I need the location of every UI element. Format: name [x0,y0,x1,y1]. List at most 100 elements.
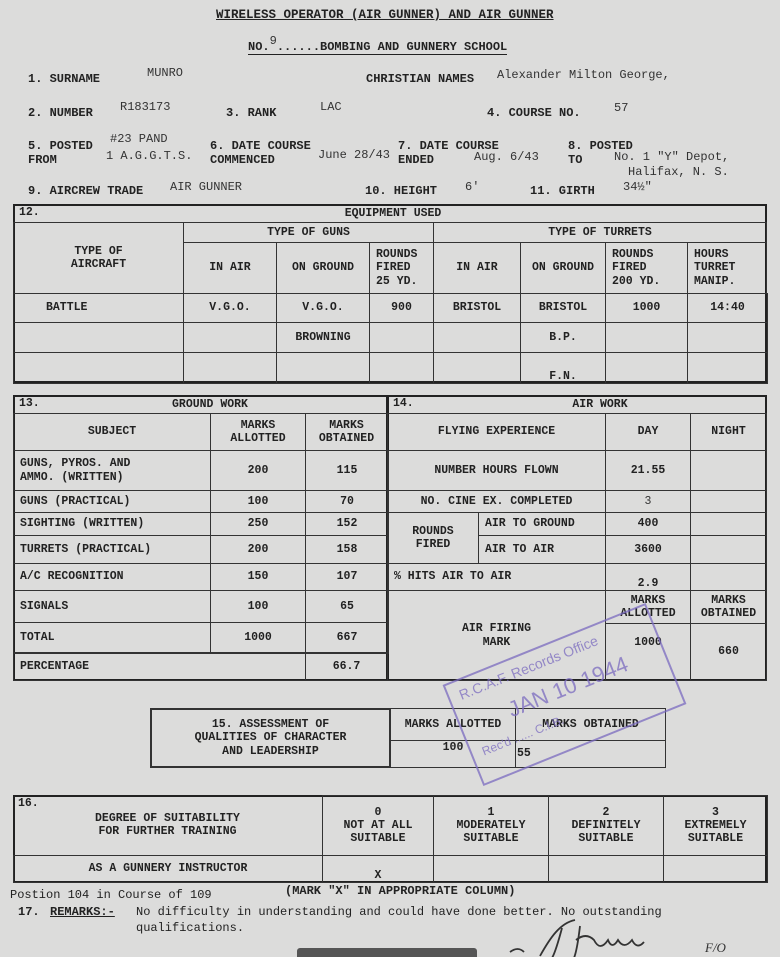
option-label: EXTREMELY SUITABLE [684,818,747,846]
scan-artifact [297,948,477,957]
percentage-label: PERCENTAGE [13,652,306,681]
commenced-value: June 28/43 [318,148,391,162]
stamp-line3: Rec'd ...... C.I.B. [479,712,566,759]
equipment-cell: B.P. [520,322,606,353]
equipment-cell [13,352,184,384]
suitability-mark-cell [433,855,549,883]
signature: F/O [509,919,727,957]
school-prefix: NO. [248,40,270,54]
ground-mark: 250 [210,512,306,536]
equipment-cell [183,322,277,353]
col-turret-air: IN AIR [433,242,521,294]
number-value: R183173 [120,100,171,114]
trade-label: 9. AIRCREW TRADE [28,184,144,198]
air-night-header: NIGHT [690,413,767,451]
air-exp-header: FLYING EXPERIENCE [387,413,606,451]
hits-day: 2.9 [605,563,691,591]
ground-mark: 100 [210,490,306,513]
rounds-fired-label: ROUNDS FIRED [387,512,479,564]
cine-day: 3 [605,490,691,513]
equipment-cell [369,322,434,353]
air-title: AIR WORK [572,397,628,411]
equipment-cell: BATTLE [13,293,184,323]
school-line: NO.9......BOMBING AND GUNNERY SCHOOL [248,34,508,55]
cine-night [690,490,767,513]
ground-subject: TURRETS (PRACTICAL) [13,535,211,564]
col-rounds-25: ROUNDS FIRED 25 YD. [369,242,434,294]
cine-label: NO. CINE EX. COMPLETED [387,490,606,513]
equipment-cell [605,322,688,353]
ground-subject: TOTAL [13,622,211,654]
col-hours: HOURS TURRET MANIP. [687,242,767,294]
col-aircraft: TYPE OF AIRCRAFT [13,222,184,294]
option-number: 2 [602,805,610,819]
equipment-cell [687,322,768,353]
suitability-mark-cell [548,855,664,883]
ended-label: 7. DATE COURSE ENDED [398,139,499,167]
equipment-title: EQUIPMENT USED [344,206,442,220]
air-obtained-header: MARKS OBTAINED [690,590,767,624]
commenced-label: 6. DATE COURSE COMMENCED [210,139,311,167]
school-no: 9 [269,34,277,48]
ground-obtained-header: MARKS OBTAINED [305,413,388,451]
option-number: 3 [712,805,719,819]
remarks-num: 17. [18,905,40,919]
col-guns-ground: ON GROUND [276,242,370,294]
signature-suffix: F/O [704,940,727,955]
suitability-option-header: 3 EXTREMELY SUITABLE [663,795,768,856]
hits-night [690,563,767,591]
girth-label: 11. GIRTH [530,184,595,198]
ground-mark: 200 [210,535,306,564]
equipment-cell: 14:40 [687,293,768,323]
hours-night [690,450,767,491]
suitability-option-header: 0 NOT AT ALL SUITABLE [322,795,434,856]
equipment-cell: V.G.O. [183,293,277,323]
christian-label: CHRISTIAN NAMES [366,72,475,86]
option-number: 0 [374,805,382,819]
girth-value: 34½" [623,180,652,194]
option-label: DEFINITELY SUITABLE [571,818,641,846]
ground-mark: 152 [305,512,389,536]
ground-mark: 115 [305,450,389,491]
air-to-ground-day: 400 [605,512,691,536]
suitability-option-header: 1 MODERATELY SUITABLE [433,795,549,856]
posted-to-1: No. 1 "Y" Depot, [614,150,730,164]
equipment-cell [183,352,277,384]
posted-from-2: 1 A.G.G.T.S. [106,149,193,163]
guns-header: TYPE OF GUNS [183,222,434,243]
remarks-line2: qualifications. [136,921,245,935]
percentage-value: 66.7 [305,652,388,681]
hours-day: 21.55 [605,450,691,491]
ground-mark: 70 [305,490,389,513]
trade-value: AIR GUNNER [170,180,243,194]
christian-value: Alexander Milton George, [497,68,670,82]
assessment-label: 15. ASSESSMENT OF QUALITIES OF CHARACTER… [150,708,391,768]
equipment-cell: BROWNING [276,322,370,353]
equipment-cell [369,352,434,384]
option-label: MODERATELY SUITABLE [456,818,526,846]
suitability-option-header: 2 DEFINITELY SUITABLE [548,795,664,856]
assessment-obtained: 55 [515,740,666,768]
remarks-line1: No difficulty in understanding and could… [136,905,662,919]
ground-mark: 150 [210,563,306,591]
height-value: 6' [465,180,480,194]
option-number: 1 [487,805,495,819]
ground-title: GROUND WORK [172,397,248,411]
col-turret-ground: ON GROUND [520,242,606,294]
ground-subject: GUNS, PYROS. AND AMMO. (WRITTEN) [13,450,211,491]
air-obtained-value: 660 [690,623,767,681]
remarks-label: REMARKS:- [50,905,115,919]
rank-label: 3. RANK [226,106,277,120]
rank-value: LAC [320,100,342,114]
school-suffix: BOMBING AND GUNNERY SCHOOL [320,40,508,54]
air-to-air-night [690,535,767,564]
ground-mark: 1000 [210,622,306,654]
air-to-air-day: 3600 [605,535,691,564]
doc-title: WIRELESS OPERATOR (AIR GUNNER) AND AIR G… [216,8,554,22]
ground-mark: 65 [305,590,389,623]
option-label: NOT AT ALL SUITABLE [343,818,413,846]
position-text: Postion 104 in Course of 109 [10,888,212,902]
posted-from-label: 5. POSTED FROM [28,139,93,167]
suitability-label: DEGREE OF SUITABILITY FOR FURTHER TRAINI… [13,795,323,856]
